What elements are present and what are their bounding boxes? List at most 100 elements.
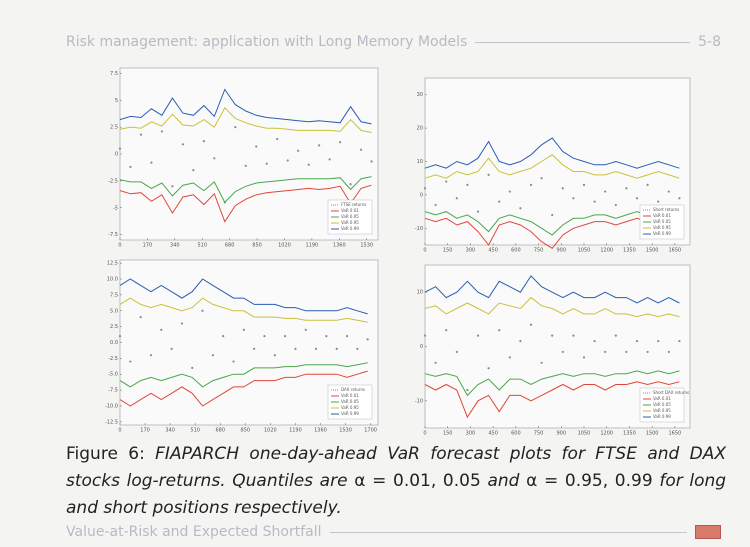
return-point [529,183,533,186]
y-tick-label: -7.5 [108,232,118,238]
y-tick-label: -7.5 [108,388,118,394]
return-point [498,200,501,203]
return-point [242,328,245,331]
caption-text: and [487,471,520,491]
x-tick-label: 340 [165,428,175,434]
y-tick-label: 0 [420,192,423,198]
return-point [180,322,184,325]
header-title: Risk management: application with Long M… [66,34,468,50]
return-point [678,197,681,200]
var-line [424,296,680,318]
caption-label: Figure 6: [66,444,145,464]
x-tick-label: 300 [466,248,476,254]
legend-label: VaR 0.01 [341,393,359,398]
y-tick-label: -10 [415,226,423,232]
x-tick-label: 1650 [668,431,681,437]
return-point [508,190,511,193]
legend-label: VaR 0.05 [341,214,359,219]
x-tick-label: 1700 [364,428,377,434]
return-point [614,203,617,207]
return-point [160,328,163,331]
var-line [119,362,368,388]
return-point [423,334,427,337]
y-tick-label: 10 [417,290,423,296]
return-point [263,335,266,338]
return-point [359,148,363,151]
return-point [476,210,480,213]
y-tick-label: 0 [115,152,118,158]
return-point [455,350,458,354]
return-point [572,197,575,200]
legend-label: VaR 0.01 [653,396,671,401]
x-tick-label: 900 [557,431,567,437]
var-line [119,176,372,204]
y-tick-label: -2.5 [108,178,118,184]
return-point [286,159,289,162]
return-point [150,161,153,164]
return-point [273,354,276,357]
return-point [297,149,300,152]
legend-label: VaR 0.95 [653,225,671,230]
return-point [604,350,607,354]
return-point [614,334,617,337]
x-tick-label: 1200 [600,248,613,254]
return-point [625,350,628,354]
return-point [551,213,554,217]
return-point [423,187,427,190]
return-point [234,126,237,129]
x-tick-label: 1530 [339,428,352,434]
y-tick-label: 5 [115,98,118,104]
y-tick-label: 12.5 [107,261,118,267]
return-point [582,356,586,359]
legend-label: VaR 0.01 [653,213,671,218]
legend-label: Short DAX returns [653,390,689,395]
x-tick-label: 1360 [314,428,327,434]
var-line [424,217,680,249]
x-tick-label: 340 [170,243,180,249]
header-rule [475,41,691,43]
x-tick-label: 450 [488,431,498,437]
return-point [307,163,310,166]
x-tick-label: 510 [197,243,207,249]
y-tick-label: -10.0 [105,403,118,409]
return-point [129,360,132,363]
var-line [424,211,680,236]
return-point [213,157,216,160]
return-point [487,173,490,176]
var-line [424,275,680,304]
return-point [192,169,195,172]
x-tick-label: 0 [118,428,121,434]
y-tick-label: 30 [417,92,423,98]
return-point [519,339,522,343]
var-line [119,106,372,133]
x-tick-label: 600 [511,431,521,437]
legend-label: VaR 0.99 [341,226,359,231]
return-point [118,147,122,150]
x-tick-label: 1050 [578,248,591,254]
x-tick-label: 0 [423,248,426,254]
legend-label: VaR 0.95 [341,220,359,225]
return-point [466,183,469,186]
x-tick-label: 900 [557,248,567,254]
var-line [119,184,372,223]
return-point [284,335,287,338]
x-tick-label: 510 [190,428,200,434]
y-tick-label: -10 [415,398,423,404]
y-tick-label: 10 [417,159,423,165]
x-tick-label: 750 [534,431,544,437]
return-point [345,335,349,338]
legend-label: VaR 0.99 [653,231,671,236]
return-point [181,143,184,146]
return-point [572,334,575,337]
return-point [314,347,318,350]
figure: 0 170 340 510 680 850 1020 1190 1360 1530-7.5-5-2… [105,67,691,437]
x-tick-label: 680 [215,428,225,434]
return-point [325,335,328,338]
legend-label: VaR 0.99 [653,414,671,419]
chart: 0 150 300 450 600 750 900 1050 1200 1350 1500 1650 -… [415,264,691,437]
y-tick-label: 20 [417,126,423,132]
return-point [593,200,596,203]
return-point [139,133,143,136]
y-tick-label: 10.0 [107,277,118,283]
